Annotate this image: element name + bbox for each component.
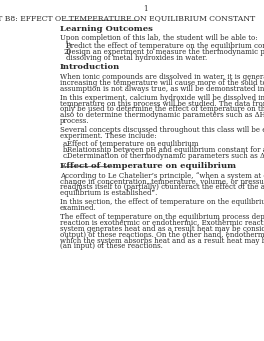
- Text: output) of these reactions. On the other hand, endothermic reactions are those i: output) of these reactions. On the other…: [60, 231, 264, 239]
- Text: change in concentration, temperature, volume, or pressure, then the system: change in concentration, temperature, vo…: [60, 178, 264, 186]
- Text: Predict the effect of temperature on the equilibrium constant.: Predict the effect of temperature on the…: [66, 42, 264, 49]
- Text: c.: c.: [63, 152, 69, 160]
- Text: 2): 2): [64, 48, 71, 56]
- Text: which the system absorbs heat and as a result heat may be considered as a reacta: which the system absorbs heat and as a r…: [60, 237, 264, 244]
- Text: Effect of temperature on equilibrium: Effect of temperature on equilibrium: [60, 162, 236, 169]
- Text: EXPERIMENT B8: EFFECT OF TEMPERATURE ON EQUILIBRIUM CONSTANT: EXPERIMENT B8: EFFECT OF TEMPERATURE ON …: [0, 14, 255, 22]
- Text: 1: 1: [143, 5, 148, 13]
- Text: Introduction: Introduction: [60, 63, 120, 71]
- Text: dissolving of metal hydroxides in water.: dissolving of metal hydroxides in water.: [66, 54, 207, 62]
- Text: In this section, the effect of temperature on the equilibrium process will be fu: In this section, the effect of temperatu…: [60, 198, 264, 206]
- Text: (an input) of these reactions.: (an input) of these reactions.: [60, 242, 163, 250]
- Text: Effect of temperature on equilibrium: Effect of temperature on equilibrium: [67, 140, 198, 148]
- Text: According to Le Chatelier’s principle, “when a system at equilibrium is subjecte: According to Le Chatelier’s principle, “…: [60, 172, 264, 180]
- Text: When ionic compounds are dissolved in water, it is generally assumed that: When ionic compounds are dissolved in wa…: [60, 73, 264, 81]
- Text: assumption is not always true, as will be demonstrated in this experiment.: assumption is not always true, as will b…: [60, 85, 264, 92]
- Text: temperature on this process will be studied. The data from the experiment will n: temperature on this process will be stud…: [60, 100, 264, 107]
- Text: Design an experiment to measure the thermodynamic parameters for the: Design an experiment to measure the ther…: [66, 48, 264, 56]
- Text: reaction is exothermic or endothermic. Exothermic reactions are those in which t: reaction is exothermic or endothermic. E…: [60, 219, 264, 227]
- Text: process.: process.: [60, 117, 89, 125]
- Text: increasing the temperature will cause more of the solid to dissolve. However, th: increasing the temperature will cause mo…: [60, 79, 264, 87]
- Text: Relationship between pH and equilibrium constant for a saturated solution: Relationship between pH and equilibrium …: [67, 146, 264, 154]
- Text: system generates heat and as a result heat may be considered as a product (an: system generates heat and as a result he…: [60, 225, 264, 233]
- Text: 1): 1): [64, 42, 71, 49]
- Text: Upon completion of this lab, the student will be able to:: Upon completion of this lab, the student…: [60, 34, 257, 42]
- Text: readjusts itself to (partially) counteract the effect of the applied change and : readjusts itself to (partially) countera…: [60, 183, 264, 191]
- Text: Several concepts discussed throughout this class will be examined in this: Several concepts discussed throughout th…: [60, 126, 264, 134]
- Text: Learning Outcomes: Learning Outcomes: [60, 25, 153, 32]
- Text: equilibrium is established”.: equilibrium is established”.: [60, 189, 157, 197]
- Text: also to determine thermodynamic parameters such as ΔH, ΔS, and ΔG for the: also to determine thermodynamic paramete…: [60, 111, 264, 119]
- Text: The effect of temperature on the equilibrium process depends on whether the: The effect of temperature on the equilib…: [60, 213, 264, 221]
- Text: In this experiment, calcium hydroxide will be dissolved in water and the effect : In this experiment, calcium hydroxide wi…: [60, 94, 264, 102]
- Text: examined.: examined.: [60, 204, 96, 212]
- Text: b.: b.: [63, 146, 69, 154]
- Text: Determination of thermodynamic parameters such as ΔH and ΔS.: Determination of thermodynamic parameter…: [67, 152, 264, 160]
- Text: experiment. These include:: experiment. These include:: [60, 132, 156, 140]
- Text: a.: a.: [63, 140, 69, 148]
- Text: only be used to determine the effect of temperature on the equilibrium constant,: only be used to determine the effect of …: [60, 105, 264, 113]
